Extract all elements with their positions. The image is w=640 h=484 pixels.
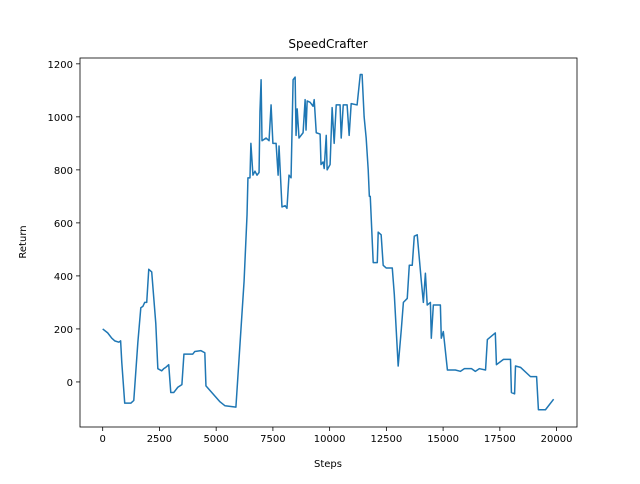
x-tick-label: 17500 — [484, 434, 516, 445]
y-tick-label: 1000 — [48, 113, 73, 124]
y-axis-label: Return — [18, 225, 29, 258]
y-tick-label: 600 — [54, 219, 73, 230]
y-tick-label: 200 — [54, 325, 73, 336]
x-tick-label: 15000 — [427, 434, 459, 445]
x-tick-label: 0 — [100, 434, 106, 445]
y-tick-label: 0 — [67, 378, 73, 389]
x-tick-label: 20000 — [541, 434, 573, 445]
plot-frame — [79, 57, 578, 428]
x-tick-label: 2500 — [147, 434, 172, 445]
x-tick-label: 10000 — [314, 434, 346, 445]
y-tick-label: 1200 — [48, 60, 73, 71]
x-tick-label: 12500 — [370, 434, 402, 445]
y-tick-label: 400 — [54, 272, 73, 283]
line — [102, 73, 555, 411]
y-tick-label: 800 — [54, 166, 73, 177]
chart-title: SpeedCrafter — [288, 37, 367, 51]
x-tick-label: 7500 — [260, 434, 285, 445]
x-axis-label: Steps — [314, 459, 342, 470]
x-tick-label: 5000 — [203, 434, 228, 445]
